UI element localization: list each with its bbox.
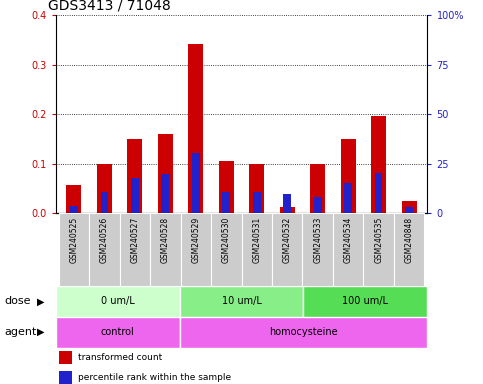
Text: GSM240533: GSM240533 — [313, 217, 322, 263]
Bar — [272, 213, 302, 286]
Text: ▶: ▶ — [37, 296, 45, 306]
Bar — [405, 207, 413, 213]
Bar — [341, 139, 356, 213]
Bar — [280, 207, 295, 213]
Bar — [58, 213, 89, 286]
Bar — [284, 194, 291, 213]
Bar — [150, 213, 181, 286]
Text: GSM240529: GSM240529 — [191, 217, 200, 263]
Bar — [249, 164, 264, 213]
Bar — [344, 184, 352, 213]
Bar — [253, 192, 260, 213]
Bar — [120, 213, 150, 286]
Text: GSM240527: GSM240527 — [130, 217, 139, 263]
Bar — [375, 172, 383, 213]
Text: GSM240531: GSM240531 — [252, 217, 261, 263]
Bar — [303, 286, 427, 317]
Text: dose: dose — [5, 296, 31, 306]
Bar — [56, 286, 180, 317]
Bar — [314, 197, 322, 213]
Bar — [59, 351, 72, 364]
Bar — [363, 213, 394, 286]
Text: GSM240534: GSM240534 — [344, 217, 353, 263]
Bar — [333, 213, 363, 286]
Bar — [131, 177, 139, 213]
Text: 100 um/L: 100 um/L — [342, 296, 388, 306]
Bar — [219, 161, 234, 213]
Bar — [180, 317, 427, 348]
Bar — [56, 317, 180, 348]
Bar — [97, 164, 112, 213]
Bar — [371, 116, 386, 213]
Bar — [192, 153, 199, 213]
Bar — [127, 139, 142, 213]
Text: GSM240525: GSM240525 — [70, 217, 78, 263]
Text: control: control — [100, 327, 134, 337]
Text: 10 um/L: 10 um/L — [222, 296, 261, 306]
Bar — [394, 213, 425, 286]
Bar — [161, 174, 169, 213]
Text: transformed count: transformed count — [78, 353, 162, 362]
Bar — [188, 43, 203, 213]
Bar — [100, 192, 108, 213]
Bar — [302, 213, 333, 286]
Text: GSM240526: GSM240526 — [100, 217, 109, 263]
Bar — [89, 213, 120, 286]
Text: agent: agent — [5, 327, 37, 337]
Bar — [70, 205, 78, 213]
Text: 0 um/L: 0 um/L — [100, 296, 134, 306]
Text: ▶: ▶ — [37, 327, 45, 337]
Bar — [157, 134, 173, 213]
Text: GSM240532: GSM240532 — [283, 217, 292, 263]
Bar — [242, 213, 272, 286]
Bar — [211, 213, 242, 286]
Text: homocysteine: homocysteine — [269, 327, 338, 337]
Text: GSM240528: GSM240528 — [161, 217, 170, 263]
Bar — [66, 185, 82, 213]
Bar — [401, 201, 417, 213]
Bar — [59, 371, 72, 384]
Bar — [310, 164, 326, 213]
Text: percentile rank within the sample: percentile rank within the sample — [78, 373, 231, 382]
Bar — [181, 213, 211, 286]
Text: GDS3413 / 71048: GDS3413 / 71048 — [48, 0, 171, 13]
Bar — [180, 286, 303, 317]
Text: GSM240530: GSM240530 — [222, 217, 231, 263]
Text: GSM240535: GSM240535 — [374, 217, 383, 263]
Text: GSM240848: GSM240848 — [405, 217, 413, 263]
Bar — [223, 192, 230, 213]
